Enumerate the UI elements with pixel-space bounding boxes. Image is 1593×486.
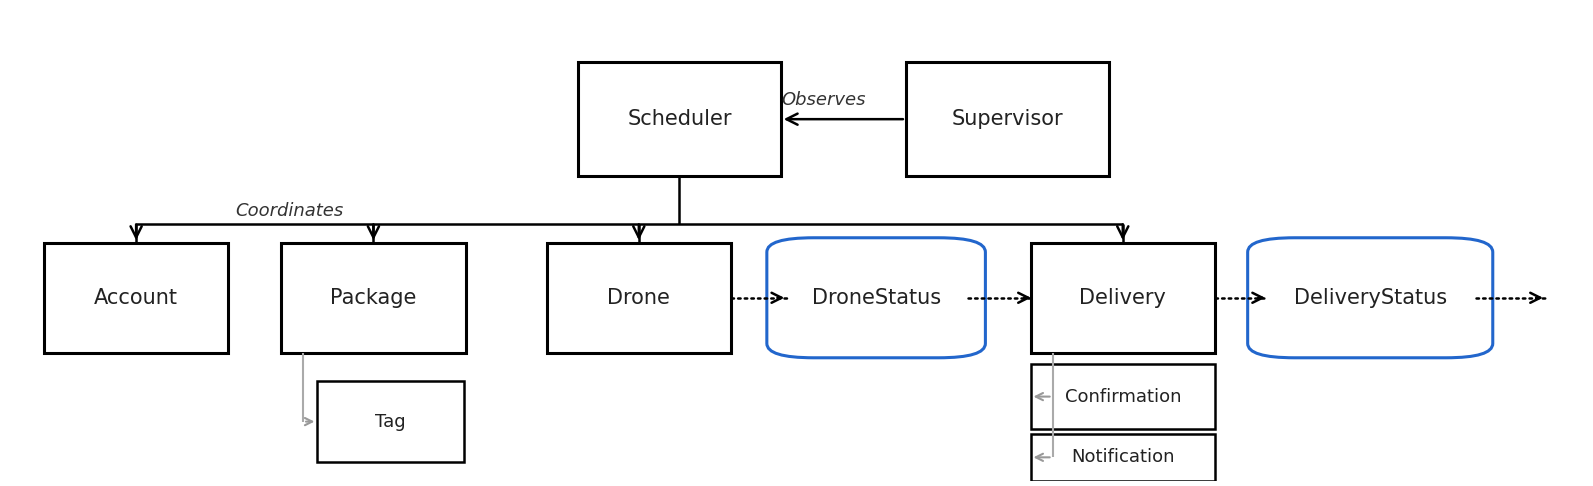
Text: Observes: Observes: [781, 91, 865, 109]
Text: Coordinates: Coordinates: [236, 202, 342, 220]
FancyBboxPatch shape: [45, 243, 228, 352]
Text: Supervisor: Supervisor: [951, 109, 1063, 129]
Text: DeliveryStatus: DeliveryStatus: [1294, 288, 1446, 308]
Text: Package: Package: [330, 288, 417, 308]
FancyBboxPatch shape: [317, 381, 464, 462]
Text: Confirmation: Confirmation: [1064, 388, 1180, 406]
Text: Notification: Notification: [1070, 448, 1174, 467]
Text: DroneStatus: DroneStatus: [811, 288, 941, 308]
FancyBboxPatch shape: [1247, 238, 1493, 358]
Text: Account: Account: [94, 288, 178, 308]
FancyBboxPatch shape: [546, 243, 731, 352]
Text: Drone: Drone: [607, 288, 671, 308]
Text: Tag: Tag: [376, 413, 406, 431]
Text: Delivery: Delivery: [1080, 288, 1166, 308]
FancyBboxPatch shape: [1031, 364, 1215, 429]
FancyBboxPatch shape: [578, 62, 781, 176]
FancyBboxPatch shape: [1031, 243, 1215, 352]
FancyBboxPatch shape: [1031, 434, 1215, 481]
FancyBboxPatch shape: [282, 243, 465, 352]
FancyBboxPatch shape: [766, 238, 986, 358]
Text: Scheduler: Scheduler: [628, 109, 731, 129]
FancyBboxPatch shape: [906, 62, 1109, 176]
